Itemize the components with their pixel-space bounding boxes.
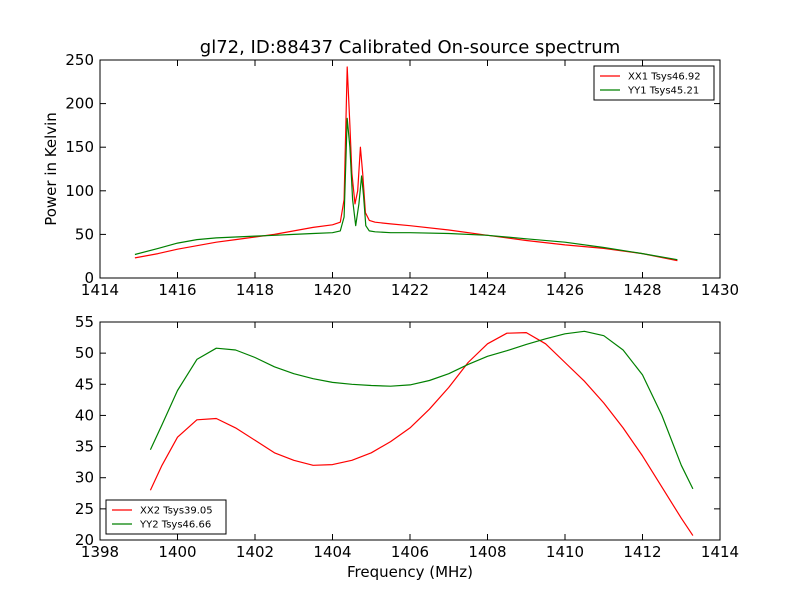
- panel-top: 1414 1416 1418 1420 1422 1424 1426 1428 1430 0 50 1…: [42, 51, 739, 299]
- legend: XX1 Tsys46.92 YY1 Tsys45.21: [593, 65, 715, 101]
- y-tick-label: 25: [75, 500, 94, 518]
- x-tick-label: 1404: [313, 543, 351, 561]
- y-tick-label: 35: [75, 438, 94, 456]
- x-tick-label: 1422: [391, 281, 429, 299]
- x-tick-label: 1400: [158, 543, 196, 561]
- x-tick-label: 1424: [468, 281, 506, 299]
- legend-label: YY1 Tsys45.21: [627, 86, 699, 97]
- x-tick-label: 1418: [236, 281, 274, 299]
- x-tick-label: 1414: [81, 281, 119, 299]
- series-line-yy2: [149, 330, 694, 490]
- figure-title: gl72, ID:88437 Calibrated On-source spec…: [200, 37, 620, 58]
- legend-box: [593, 65, 715, 101]
- x-tick-label: 1408: [468, 543, 506, 561]
- y-axis-label: Power in Kelvin: [42, 112, 60, 226]
- series-line-yy1: [134, 117, 678, 261]
- legend-label: YY2 Tsys46.66: [139, 520, 211, 531]
- x-tick-label: 1398: [81, 543, 119, 561]
- x-tick-label: 1416: [158, 281, 196, 299]
- y-tick-label: 30: [75, 469, 94, 487]
- y-tick-label: 200: [65, 95, 94, 113]
- series-line-xx2: [149, 332, 694, 536]
- x-axis-label: Frequency (MHz): [347, 563, 473, 581]
- legend: XX2 Tsys39.05 YY2 Tsys46.66: [105, 499, 227, 535]
- x-tick-label: 1426: [546, 281, 584, 299]
- x-tick-label: 1420: [313, 281, 351, 299]
- legend-box: [105, 499, 227, 535]
- x-tick-label: 1414: [701, 543, 739, 561]
- y-tick-label: 45: [75, 375, 94, 393]
- legend-label: XX2 Tsys39.05: [140, 506, 213, 517]
- x-tick-label: 1410: [546, 543, 584, 561]
- x-tick-label: 1430: [701, 281, 739, 299]
- x-tick-label: 1406: [391, 543, 429, 561]
- y-tick-label: 20: [75, 531, 94, 549]
- y-tick-label: 55: [75, 313, 94, 331]
- legend-label: XX1 Tsys46.92: [628, 72, 701, 83]
- y-tick-label: 40: [75, 406, 94, 424]
- y-tick-label: 0: [84, 269, 94, 287]
- y-tick-label: 150: [65, 138, 94, 156]
- x-tick-label: 1428: [623, 281, 661, 299]
- x-tick-label: 1402: [236, 543, 274, 561]
- y-tick-label: 50: [75, 344, 94, 362]
- panel-bottom: 1398 1400 1402 1404 1406 1408 1410 1412 1414 20 25…: [75, 313, 739, 581]
- y-tick-label: 250: [65, 51, 94, 69]
- y-tick-label: 50: [75, 225, 94, 243]
- x-tick-label: 1412: [623, 543, 661, 561]
- y-tick-label: 100: [65, 182, 94, 200]
